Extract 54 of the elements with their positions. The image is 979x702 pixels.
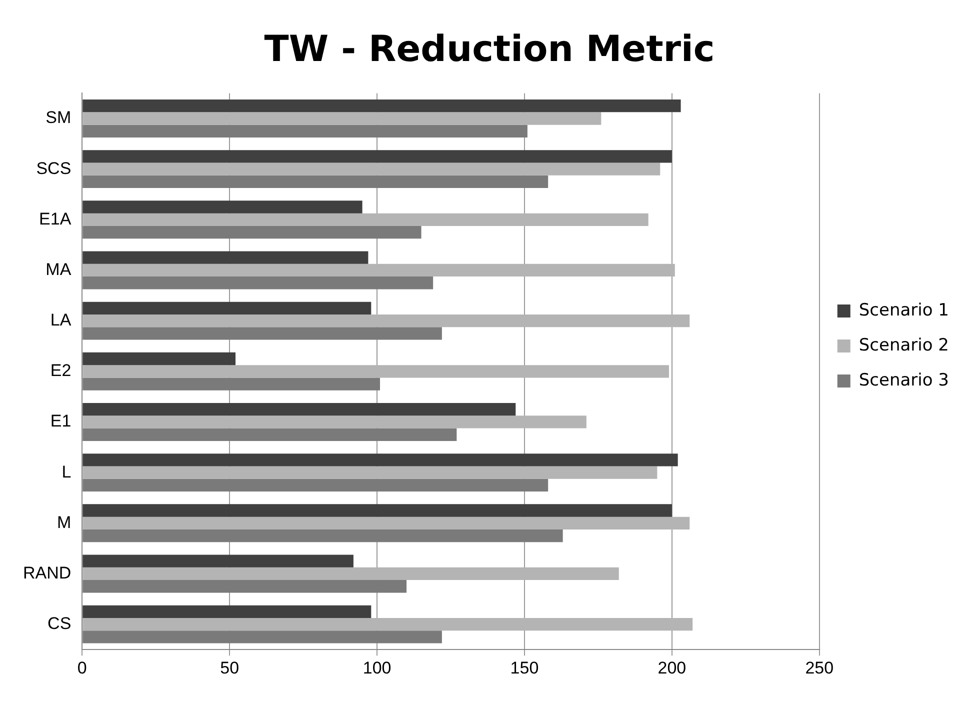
- y-tick-label: E1: [50, 412, 72, 431]
- bar: [82, 213, 648, 226]
- bar: [82, 264, 675, 277]
- y-tick-label: E2: [50, 361, 72, 380]
- bar: [82, 428, 457, 441]
- y-tick-label: LA: [50, 310, 72, 330]
- bar: [82, 605, 372, 618]
- legend-label: Scenario 2: [858, 335, 950, 356]
- bar: [82, 175, 548, 188]
- chart-title: TW - Reduction Metric: [264, 28, 715, 70]
- legend-label: Scenario 3: [858, 370, 950, 390]
- bar: [82, 580, 407, 593]
- bar: [82, 276, 434, 290]
- y-tick-label: MA: [46, 260, 72, 279]
- bar: [82, 226, 422, 239]
- y-tick-label: SCS: [36, 158, 72, 178]
- bar: [82, 516, 690, 530]
- bar: [82, 567, 619, 580]
- x-tick-label: 200: [658, 658, 686, 678]
- bar: [82, 630, 442, 644]
- bar: [82, 365, 669, 378]
- x-tick-label: 100: [362, 658, 392, 678]
- bar: [82, 403, 516, 416]
- x-tick-label: 150: [510, 658, 539, 678]
- y-tick-label: SM: [46, 108, 72, 128]
- bar: [82, 112, 602, 125]
- bar: [82, 352, 236, 366]
- bar: [82, 618, 693, 631]
- y-tick-label: L: [62, 462, 72, 482]
- bar: [82, 529, 563, 542]
- bar: [82, 466, 658, 479]
- bar: [82, 100, 681, 112]
- legend-label: Scenario 1: [858, 300, 950, 320]
- y-tick-label: RAND: [23, 563, 72, 582]
- bar: [82, 478, 548, 492]
- bar: [82, 327, 442, 340]
- bar: [82, 554, 354, 568]
- x-tick-label: 250: [805, 658, 834, 678]
- bar: [82, 504, 672, 517]
- y-tick-label: CS: [48, 614, 72, 633]
- bar: [82, 200, 362, 214]
- bar: [82, 416, 586, 428]
- y-tick-label: M: [57, 512, 72, 532]
- bar: [82, 124, 528, 138]
- x-tick-label: 0: [77, 658, 87, 678]
- bar: [82, 454, 678, 466]
- bar: [82, 378, 380, 390]
- bar: [82, 302, 372, 314]
- bar: [82, 150, 672, 163]
- y-tick-label: E1A: [39, 209, 72, 228]
- x-tick-label: 50: [220, 658, 240, 678]
- bar: [82, 251, 368, 264]
- bar: [82, 314, 690, 328]
- bar: [82, 162, 660, 176]
